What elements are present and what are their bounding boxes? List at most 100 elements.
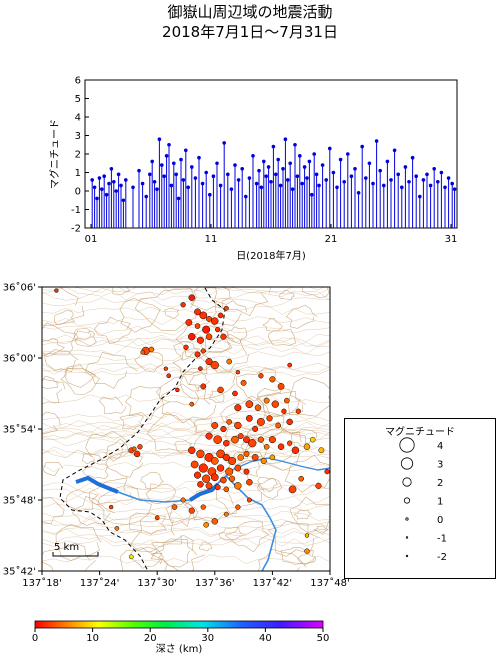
epicenter-marker	[196, 336, 204, 344]
epicenter-marker	[254, 404, 262, 411]
contour-line	[42, 420, 330, 431]
epicenter-marker	[243, 468, 250, 475]
ts-point	[446, 176, 451, 180]
contour-line	[42, 528, 330, 538]
ts-x-tick-label: 01	[85, 234, 98, 245]
legend-entry-label: -1	[437, 534, 447, 545]
epicenter-marker	[175, 387, 180, 393]
epicenter-marker	[269, 454, 276, 461]
contour-line	[42, 429, 330, 439]
ts-point	[274, 172, 278, 177]
contour-line	[42, 429, 330, 439]
ts-point	[288, 161, 293, 166]
epicenter-marker	[232, 390, 238, 397]
ts-point	[353, 167, 357, 171]
contour-line	[84, 352, 138, 389]
ts-point	[144, 194, 148, 199]
epicenter-marker	[108, 504, 114, 510]
map-x-tick-label: 137˚48'	[310, 577, 350, 589]
epicenter-marker	[287, 362, 293, 368]
epicenter-marker	[252, 426, 259, 432]
contour-line	[42, 315, 330, 326]
ts-point	[293, 142, 297, 147]
epicenter-marker	[54, 288, 59, 293]
ts-point	[109, 167, 114, 171]
map-y-tick-label: 36˚06'	[3, 282, 36, 294]
map-y-tick-label: 35˚54'	[3, 424, 36, 436]
epicenter-marker	[205, 358, 213, 366]
epicenter-marker	[194, 308, 201, 316]
ts-point	[367, 161, 372, 166]
contour-line	[296, 553, 317, 565]
contour-line	[173, 341, 199, 361]
epicenter-marker	[257, 436, 264, 443]
ts-y-tick-label: 0	[75, 187, 81, 198]
page-title-line1: 御嶽山周辺域の地震活動	[167, 3, 333, 21]
epicenter-marker	[309, 436, 316, 443]
ts-point	[286, 178, 290, 182]
epicenter-marker	[237, 454, 244, 461]
ts-y-tick-label: -2	[71, 224, 81, 235]
ts-point	[97, 176, 102, 180]
epicenter-marker	[223, 439, 230, 447]
epicenter-marker	[198, 463, 208, 473]
epicenter-marker	[203, 522, 209, 528]
ts-point	[400, 185, 404, 190]
contour-line	[98, 396, 127, 414]
epicenter-marker	[237, 433, 244, 440]
contour-line	[134, 288, 198, 332]
ts-point	[254, 181, 259, 186]
ts-x-tick-label: 11	[205, 234, 218, 245]
depth-colorbar: 0 10 20 30 40 50 深さ (km)	[32, 620, 329, 655]
colorbar-tick-label: 30	[201, 633, 214, 644]
ts-point	[179, 157, 183, 162]
ts-point	[425, 172, 429, 177]
ts-y-tick-label: 2	[75, 150, 81, 161]
ts-point	[257, 168, 261, 173]
epicenter-marker	[275, 422, 281, 429]
contour-line	[179, 362, 236, 400]
river-south	[225, 475, 277, 571]
contour-line	[64, 363, 96, 388]
epicenter-marker	[204, 452, 214, 462]
contour-line	[42, 336, 330, 347]
legend-symbol	[405, 554, 409, 558]
map-x-tick-label: 137˚42'	[253, 577, 293, 589]
ts-point	[95, 196, 99, 201]
epicenter-marker	[234, 482, 242, 490]
ts-point	[281, 167, 285, 171]
epicenter-marker	[206, 316, 212, 322]
colorbar-tick-label: 40	[259, 633, 272, 644]
colorbar-gradient	[34, 620, 324, 629]
page-title-line2: 2018年7月1日～7月31日	[162, 23, 338, 41]
epicenter-marker	[133, 450, 141, 458]
epicenter-marker	[188, 446, 196, 454]
ts-point	[349, 174, 354, 178]
epicenter-marker	[281, 408, 287, 414]
colorbar-label: 深さ (km)	[156, 643, 203, 655]
contour-line	[85, 430, 128, 462]
ts-point	[90, 178, 94, 182]
ts-point	[428, 183, 433, 188]
ts-point	[278, 183, 283, 188]
magnitude-legend: マグニチュード 4 3 2 1 0 -1 -2	[344, 418, 496, 579]
epicenter-marker	[235, 504, 241, 510]
contour-line	[129, 512, 167, 535]
ts-point	[247, 176, 252, 180]
epicenter-marker	[260, 457, 267, 465]
contour-line	[42, 393, 330, 404]
epicenter-marker	[266, 415, 273, 422]
ts-point	[356, 191, 361, 195]
ts-point	[290, 187, 295, 191]
epicenter-marker	[226, 358, 232, 365]
ts-point	[218, 183, 223, 188]
ts-point	[382, 183, 386, 188]
scale-bar-label: 5 km	[54, 542, 79, 553]
epicenter-marker	[234, 464, 242, 472]
contour-line	[165, 497, 195, 521]
epicenter-marker	[194, 323, 201, 329]
contour-line	[65, 489, 99, 512]
prefecture-boundary	[59, 287, 226, 571]
epicenter-map: 137˚18' 137˚24' 137˚30' 137˚36' 137˚42' 137˚4…	[3, 282, 350, 590]
epicenter-marker	[210, 360, 219, 370]
